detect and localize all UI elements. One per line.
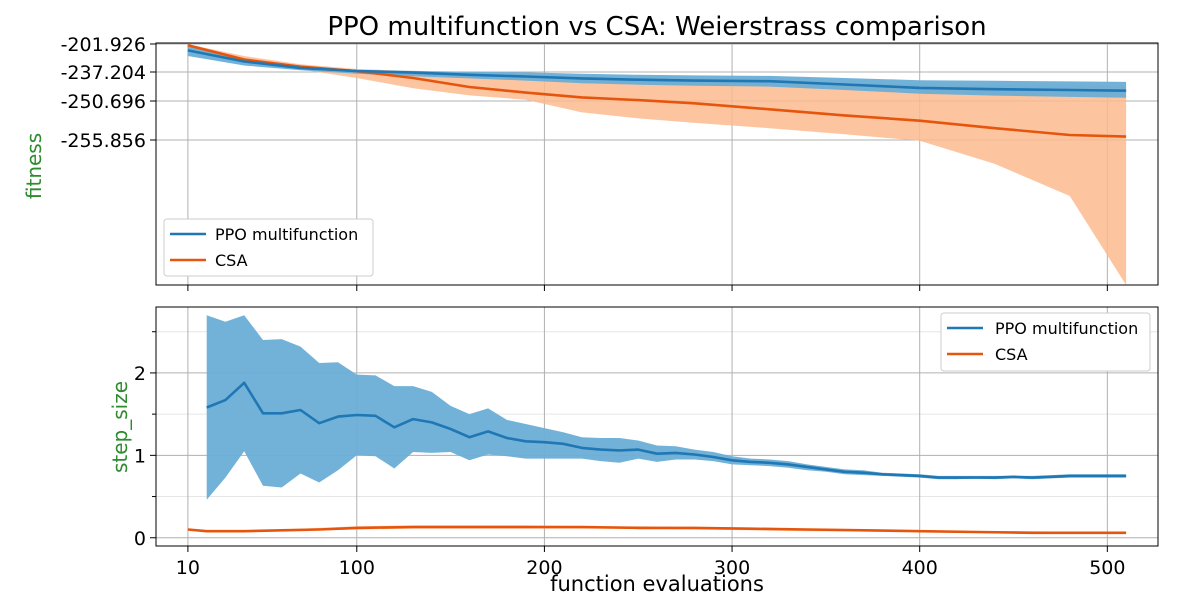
step-size-plot: 10 100 200 300 400 500 0 1 2 step_size PPO multi… (108, 306, 1159, 579)
step-size-lines (187, 381, 1127, 535)
step-size-y-tick-label-0: 0 (134, 528, 146, 550)
step-size-legend: PPO multifunction CSA (940, 312, 1151, 372)
step-size-x-tick-label-0: 10 (176, 557, 200, 579)
step-size-ylabel: step_size (108, 381, 132, 473)
fitness-y-tick-label-1: -237.204 (61, 62, 146, 84)
fitness-legend: PPO multifunction CSA (163, 218, 374, 277)
step-size-y-tick-label-1: 1 (134, 445, 146, 467)
chart-title: PPO multifunction vs CSA: Weierstrass co… (327, 12, 986, 42)
fitness-ylabel: fitness (22, 133, 46, 199)
fitness-ticks: -201.926 -237.204 -250.696 -255.856 (61, 34, 1108, 291)
step-size-x-tick-label-3: 300 (714, 557, 750, 579)
fitness-ppo-band (187, 46, 1127, 98)
fitness-y-tick-label-3: -255.856 (61, 130, 146, 152)
step-size-x-tick-label-1: 100 (339, 557, 375, 579)
step-size-y-tick-label-2: 2 (134, 363, 146, 385)
fitness-legend-ppo-label: PPO multifunction (215, 225, 358, 244)
fitness-lines (187, 43, 1127, 138)
step-size-ticks: 10 100 200 300 400 500 0 1 2 (134, 331, 1125, 579)
step-size-legend-ppo-label: PPO multifunction (995, 319, 1138, 338)
step-size-ppo-band (206, 315, 1127, 500)
step-size-csa-line (187, 525, 1127, 535)
step-size-ppo-line (206, 381, 1127, 479)
step-size-legend-csa-label: CSA (995, 345, 1028, 364)
fitness-axes-frame (155, 42, 1159, 286)
fitness-y-tick-label-2: -250.696 (61, 91, 146, 113)
fitness-y-tick-label-0: -201.926 (61, 34, 146, 56)
fitness-bands (187, 44, 1127, 285)
fitness-legend-csa-label: CSA (215, 251, 248, 270)
step-size-legend-box (940, 312, 1151, 372)
fitness-plot: -201.926 -237.204 -250.696 -255.856 fitness… (22, 34, 1159, 291)
fitness-ppo-line (187, 49, 1127, 92)
step-size-x-tick-label-5: 500 (1089, 557, 1125, 579)
x-axis-label: function evaluations (550, 572, 764, 596)
step-size-x-tick-label-2: 200 (526, 557, 562, 579)
step-size-axes-frame (155, 306, 1159, 547)
fitness-legend-box (163, 218, 374, 277)
fitness-csa-band (187, 44, 1127, 285)
step-size-x-tick-label-4: 400 (902, 557, 938, 579)
